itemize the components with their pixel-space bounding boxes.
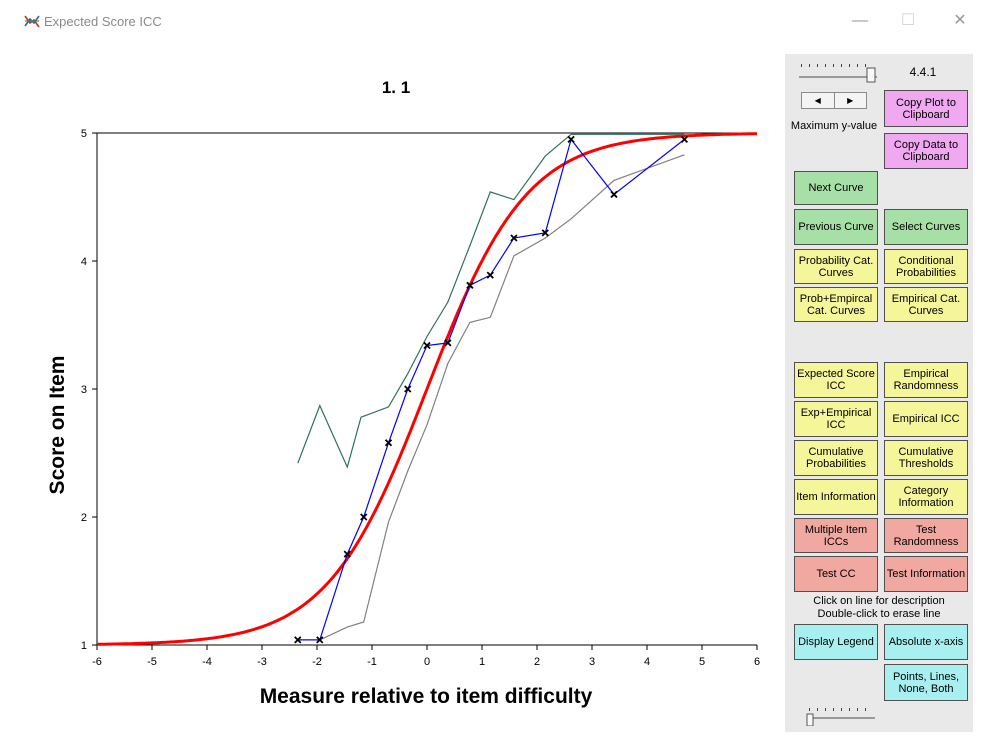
empirical-point[interactable] [384,439,393,447]
copy-plot-button[interactable]: Copy Plot to Clipboard [884,90,968,127]
empirical-icc-button[interactable]: Empirical ICC [884,401,968,437]
y-tick-label: 3 [81,384,87,396]
icc-plot: 1. 1 1 2 3 4 5 -6 -5 -4 -3 -2 -1 0 1 2 3 4 5 6 Measure r… [46,78,760,708]
x-tick-label: 2 [534,656,540,668]
previous-curve-button[interactable]: Previous Curve [794,209,878,245]
version-label: 4.4.1 [909,65,937,79]
empirical-point[interactable] [567,135,575,144]
multiple-item-iccs-button[interactable]: Multiple Item ICCs [794,518,878,553]
item-information-button[interactable]: Item Information [794,479,878,515]
empirical-point[interactable] [541,229,549,237]
y-max-stepper[interactable]: ◀ ▶ [801,92,867,109]
cumulative-thresholds-button[interactable]: Cumulative Thresholds [884,440,968,476]
y-tick-label: 1 [81,640,87,652]
max-y-value-label: Maximum y-value [790,120,878,132]
expected-score-icc-button[interactable]: Expected Score ICC [794,362,878,398]
y-axis-ticks: 1 2 3 4 5 [81,128,97,652]
cumulative-probabilities-button[interactable]: Cumulative Probabilities [794,440,878,476]
points-lines-button[interactable]: Points, Lines, None, Both [884,664,968,701]
window-title: Expected Score ICC [44,14,162,29]
left-arrow-icon[interactable]: ◀ [814,96,821,105]
slider-thumb[interactable] [806,713,814,726]
maximize-button[interactable]: ☐ [900,12,916,29]
empirical-point[interactable] [610,190,618,199]
x-tick-label: 3 [589,656,595,668]
empirical-point[interactable] [404,385,412,393]
test-cc-button[interactable]: Test CC [794,556,878,592]
y-tick-label: 5 [81,128,87,140]
x-axis-ticks: -6 -5 -4 -3 -2 -1 0 1 2 3 4 5 6 [92,645,760,668]
y-tick-label: 4 [81,256,87,268]
empirical-point[interactable] [294,636,302,644]
plot-title: 1. 1 [382,78,410,97]
line-double-click-note: Double-click to erase line [817,608,941,620]
x-tick-label: 6 [754,656,760,668]
x-range-slider[interactable] [803,702,877,726]
x-tick-label: -2 [312,656,322,668]
empirical-point[interactable] [510,234,518,242]
x-axis-label: Measure relative to item difficulty [260,685,593,708]
copy-data-button[interactable]: Copy Data to Clipboard [884,133,968,169]
next-curve-button[interactable]: Next Curve [794,171,878,205]
x-tick-label: 1 [479,656,485,668]
display-legend-button[interactable]: Display Legend [794,624,878,660]
x-tick-label: -5 [147,656,157,668]
empirical-cat-curves-button[interactable]: Empirical Cat. Curves [884,287,968,322]
lower-confidence-line[interactable] [319,154,685,641]
upper-confidence-line[interactable] [297,133,685,469]
empirical-point[interactable] [360,513,368,521]
minimize-button[interactable]: — [852,12,868,29]
x-tick-label: 5 [699,656,705,668]
test-information-button[interactable]: Test Information [884,556,968,592]
prob-empirical-cat-curves-button[interactable]: Prob+Empircal Cat. Curves [794,287,878,322]
empirical-point[interactable] [680,135,689,144]
line-click-note: Click on line for description [813,595,945,607]
right-arrow-icon[interactable]: ▶ [833,93,867,108]
test-randomness-button[interactable]: Test Randomness [884,518,968,553]
control-panel: 4.4.1 ◀ ▶ Maximum y-value Copy Plot to C… [785,54,973,732]
conditional-probabilities-button[interactable]: Conditional Probabilities [884,249,968,284]
probability-cat-curves-button[interactable]: Probability Cat. Curves [794,249,878,284]
select-curves-button[interactable]: Select Curves [884,209,968,245]
chart-app-icon [24,15,40,28]
x-tick-label: -6 [92,656,102,668]
empirical-point[interactable] [316,636,324,644]
x-tick-label: -4 [202,656,212,668]
empirical-point[interactable] [343,550,351,558]
x-tick-label: 0 [424,656,430,668]
absolute-x-axis-button[interactable]: Absolute x-axis [884,624,968,660]
x-tick-label: -1 [367,656,377,668]
empirical-point[interactable] [444,339,452,347]
empirical-point[interactable] [423,341,431,350]
slider-thumb[interactable] [866,67,876,83]
expected-score-line[interactable] [97,132,757,646]
empirical-line[interactable] [297,138,685,641]
series-layer [97,132,757,646]
x-tick-label: 4 [644,656,650,668]
category-information-button[interactable]: Category Information [884,479,968,515]
close-button[interactable]: ✕ [953,12,967,29]
x-tick-label: -3 [257,656,267,668]
y-axis-label: Score on Item [46,356,69,495]
empirical-point[interactable] [466,281,474,289]
title-bar: Expected Score ICC — ☐ ✕ [0,0,983,40]
y-max-slider[interactable] [795,56,879,84]
y-tick-label: 2 [81,512,87,524]
empirical-point[interactable] [486,271,494,279]
empirical-randomness-button[interactable]: Empirical Randomness [884,362,968,398]
exp-empirical-icc-button[interactable]: Exp+Empirical ICC [794,401,878,437]
